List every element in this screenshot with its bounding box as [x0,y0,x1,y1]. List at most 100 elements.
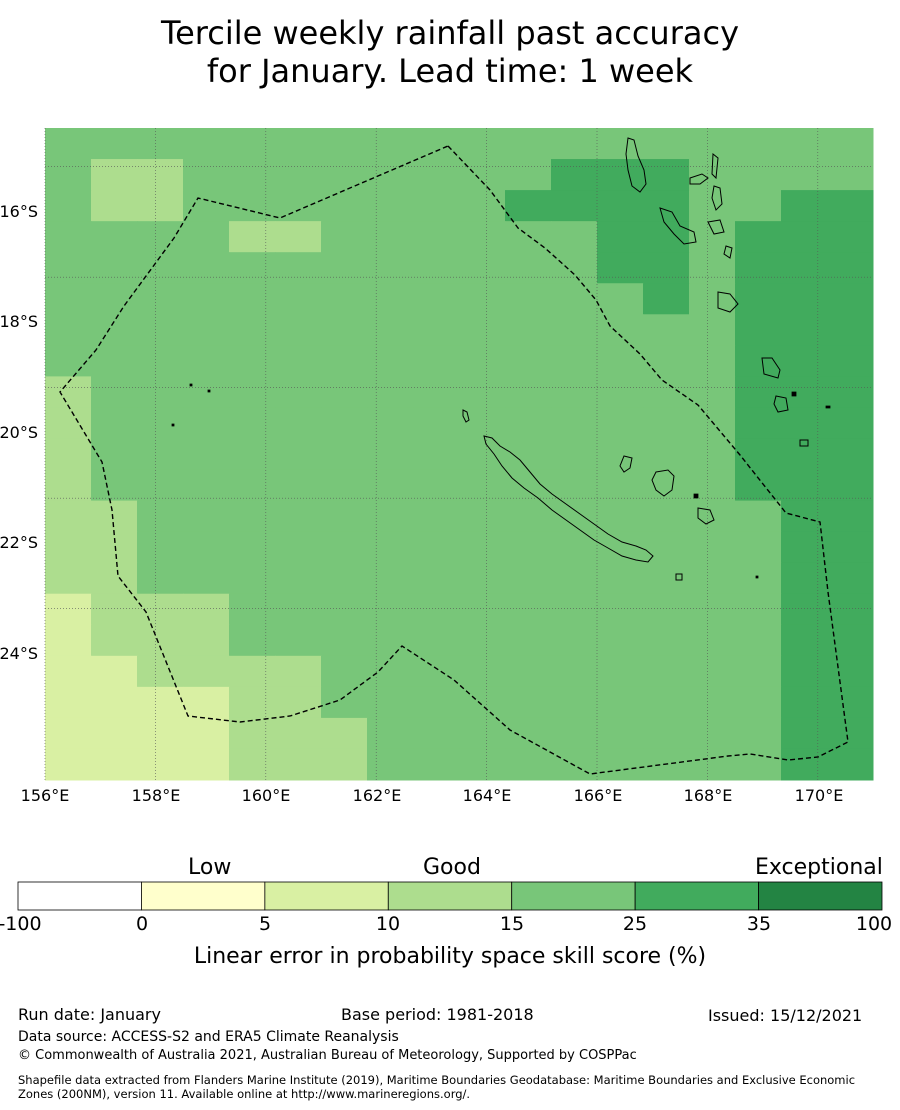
skill-cell [827,376,874,408]
skill-cell [505,128,552,160]
skill-cell [781,283,828,315]
skill-cell [367,593,414,626]
skill-cell [137,717,184,750]
skill-cell [413,593,460,626]
skill-cell [505,531,552,564]
skill-cell [45,314,92,346]
skill-cell [551,593,598,626]
skill-map [44,128,874,781]
skill-cell [45,376,92,408]
skill-cell [275,655,322,688]
skill-cell [505,159,552,191]
skill-cell [459,221,506,253]
colorbar-title: Linear error in probability space skill … [193,944,707,969]
skill-cell [643,159,690,191]
skill-cell [643,500,690,533]
lat-tick-24s: 24°S [0,644,38,663]
skill-cell [827,717,874,750]
skill-cell [689,221,736,253]
skill-cell [827,469,874,502]
skill-cell [735,376,782,408]
skill-cell [91,221,138,253]
skill-cell [781,717,828,750]
skill-cell [137,283,184,315]
skill-cell [827,438,874,471]
skill-cell [321,469,368,502]
skill-cell [183,469,230,502]
skill-cell [321,252,368,284]
skill-cell [45,531,92,564]
skill-cell [91,655,138,688]
skill-cell [183,376,230,408]
skill-cell [137,159,184,191]
skill-cell [275,221,322,253]
skill-cell [367,655,414,688]
skill-cell [735,190,782,222]
skill-cell [183,314,230,346]
skill-cell [45,748,92,781]
skill-cell [735,438,782,471]
skill-cell [643,717,690,750]
skill-cell [321,717,368,750]
aneityum [799,439,809,447]
skill-cell [45,407,92,439]
colorbar-category-good: Good [423,855,481,880]
skill-cell [275,748,322,781]
skill-cell [229,748,276,781]
skill-cell [597,190,644,222]
skill-cell [137,314,184,346]
skill-cell [597,624,644,657]
skill-cell [137,531,184,564]
lon-tick-164e: 164°E [462,786,512,805]
skill-cell [459,624,506,657]
skill-cell [91,376,138,408]
skill-cell [229,593,276,626]
skill-cell [597,407,644,439]
skill-cell [459,438,506,471]
skill-cell [827,655,874,688]
skill-cell [137,345,184,377]
skill-cell [183,562,230,595]
skill-cell [183,252,230,284]
isle-of-pines [675,573,683,581]
skill-cell [367,686,414,719]
skill-cell [367,748,414,781]
skill-cell [551,345,598,377]
skill-cell [827,283,874,315]
skill-cell [91,624,138,657]
skill-cell [781,655,828,688]
skill-cell [321,345,368,377]
skill-cell [459,128,506,160]
skill-cell [229,438,276,471]
skill-cell [183,531,230,564]
skill-cell [321,407,368,439]
skill-cell [183,655,230,688]
skill-cell [229,500,276,533]
skill-cell [643,624,690,657]
skill-cell [183,407,230,439]
skill-cell [91,469,138,502]
skill-cell [781,221,828,253]
skill-cell [275,717,322,750]
skill-cell [827,190,874,222]
colorbar-tick: 25 [622,913,648,935]
skill-cell [137,128,184,160]
skill-cell [781,190,828,222]
skill-cell [551,221,598,253]
skill-cell [413,345,460,377]
skill-cell [321,748,368,781]
ambae [689,173,709,185]
skill-cell [505,190,552,222]
skill-cell [413,407,460,439]
lifou-island [651,469,675,497]
skill-cell [505,624,552,657]
skill-cell [735,159,782,191]
skill-cell [827,345,874,377]
skill-cell [367,190,414,222]
skill-cell [137,562,184,595]
skill-cell [735,717,782,750]
skill-cell [597,345,644,377]
skill-cell [505,376,552,408]
skill-cell [183,686,230,719]
skill-cell [735,314,782,346]
